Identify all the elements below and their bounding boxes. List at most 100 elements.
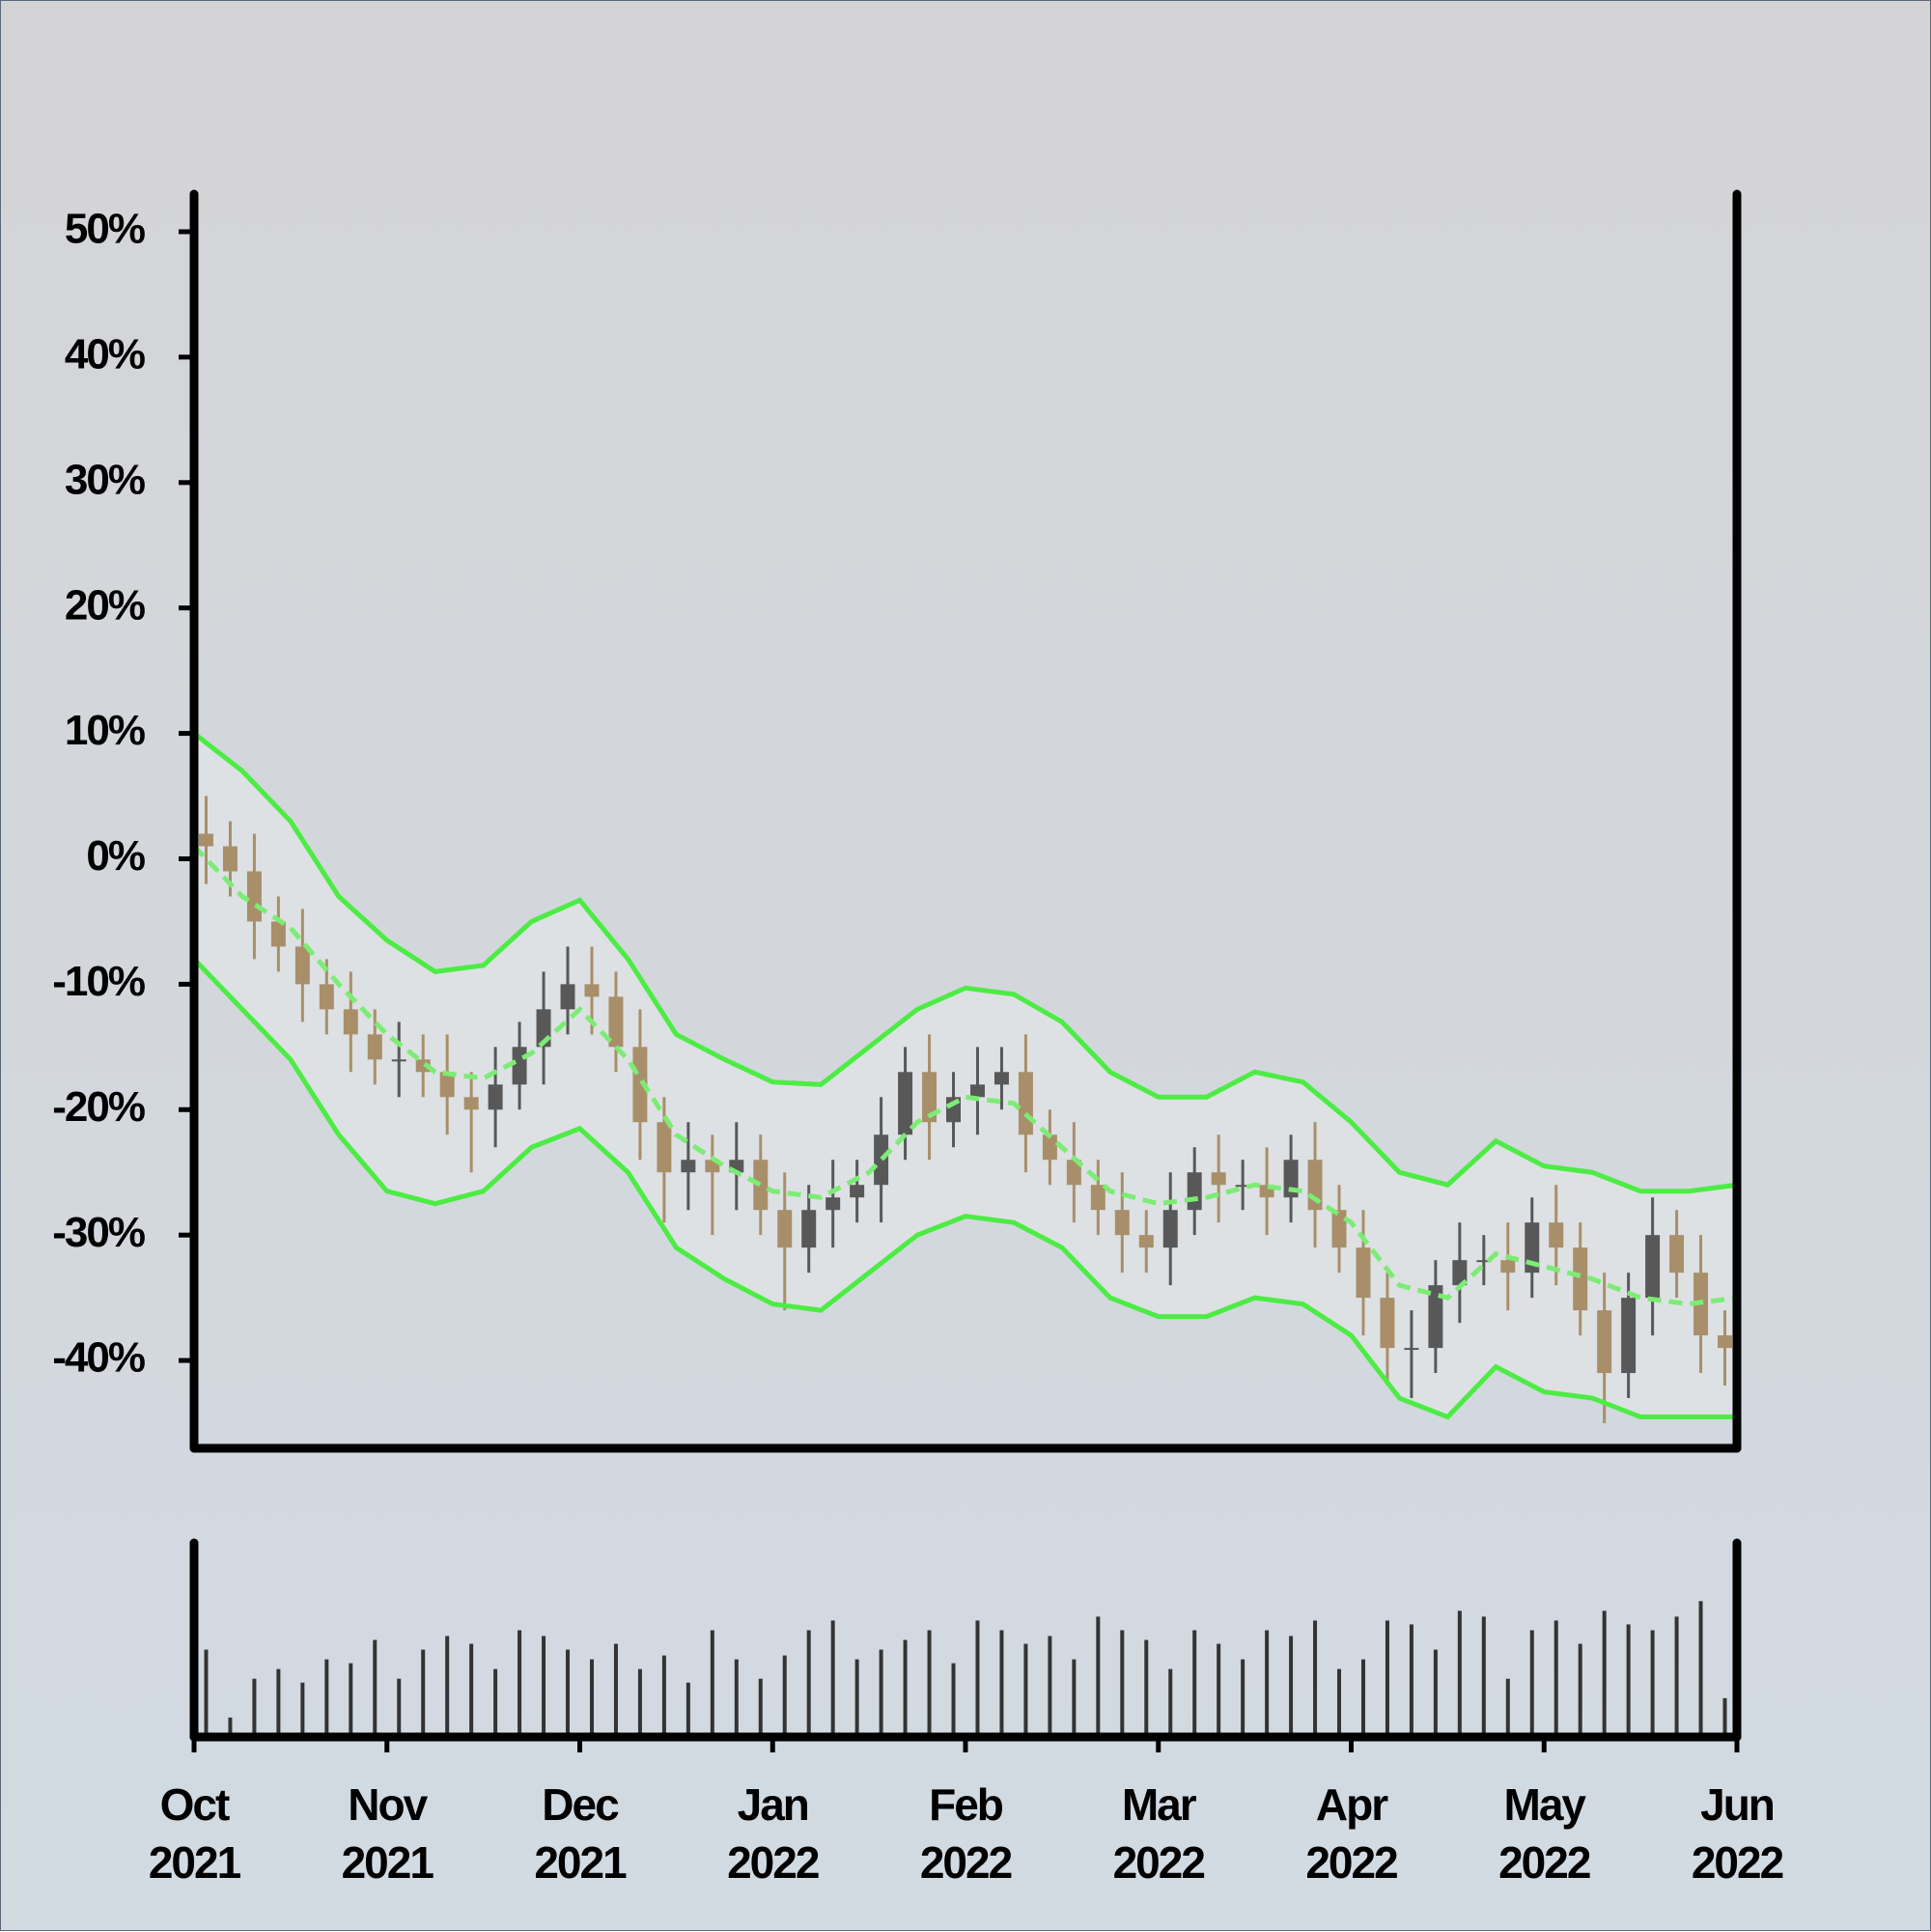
x-tick-label: Mar 2022 <box>1112 1779 1206 1888</box>
candle-body <box>801 1210 817 1248</box>
y-tick-label: -20% <box>52 1083 145 1131</box>
volume-bar <box>542 1636 546 1737</box>
candle-body <box>1307 1160 1323 1211</box>
volume-bar <box>349 1663 353 1737</box>
volume-bar <box>1698 1601 1703 1737</box>
candle-body <box>1452 1260 1468 1286</box>
y-tick-label: 50% <box>65 206 145 253</box>
y-tick-label: 10% <box>65 707 145 754</box>
candle-body <box>584 984 600 997</box>
candle-body <box>1331 1210 1347 1248</box>
volume-bar <box>1048 1636 1052 1737</box>
y-tick-label: -30% <box>52 1209 145 1256</box>
candle-body <box>826 1197 841 1211</box>
candle-body <box>874 1134 889 1186</box>
volume-bar <box>1505 1678 1510 1737</box>
candle-body <box>681 1160 696 1173</box>
candle-body <box>319 984 334 1010</box>
volume-bar <box>1409 1624 1413 1737</box>
volume-bar <box>975 1620 980 1737</box>
candle-body <box>1597 1310 1612 1374</box>
y-tick-label: -40% <box>52 1334 145 1382</box>
volume-bar <box>1360 1659 1365 1737</box>
volume-bar <box>1289 1636 1294 1737</box>
candle-body <box>1476 1260 1492 1263</box>
y-tick-label: 0% <box>86 832 144 880</box>
volume-bar <box>686 1682 690 1737</box>
volume-bar <box>1144 1639 1149 1737</box>
volume-bar <box>1217 1643 1221 1737</box>
x-tick-label: Jun 2022 <box>1691 1779 1784 1888</box>
volume-bar <box>252 1678 257 1737</box>
candle-body <box>1718 1335 1733 1349</box>
volume-bar <box>1120 1630 1125 1737</box>
candle-body <box>850 1185 865 1198</box>
candle-body <box>777 1210 793 1248</box>
volume-bar <box>445 1636 450 1737</box>
candle-body <box>343 1009 358 1035</box>
candle-body <box>1428 1285 1443 1349</box>
x-tick-label: Feb 2022 <box>919 1779 1013 1888</box>
y-tick-label: -10% <box>52 958 145 1005</box>
volume-bar <box>999 1630 1004 1737</box>
volume-bar <box>879 1649 883 1737</box>
volume-bar <box>1096 1616 1101 1737</box>
candle-body <box>439 1072 455 1098</box>
x-tick-label: Apr 2022 <box>1305 1779 1398 1888</box>
volume-bar <box>1578 1643 1582 1737</box>
candle-body <box>753 1160 769 1211</box>
y-tick-label: 40% <box>65 330 145 378</box>
candle-body <box>1404 1348 1419 1351</box>
volume-bar <box>903 1639 908 1737</box>
volume-bar <box>782 1655 787 1737</box>
volume-bar <box>806 1630 811 1737</box>
volume-bar <box>1529 1630 1534 1737</box>
candle-body <box>969 1084 985 1098</box>
volume-bar <box>637 1668 642 1737</box>
volume-bar <box>1650 1630 1655 1737</box>
candle-body <box>488 1084 503 1110</box>
volume-bar <box>1265 1630 1270 1737</box>
candle-body <box>270 921 286 947</box>
band-line <box>192 957 1737 1420</box>
volume-bar <box>1602 1610 1607 1737</box>
candle-body <box>1573 1247 1588 1311</box>
candle-body <box>898 1072 913 1135</box>
candle-body <box>560 984 575 1010</box>
volume-bar <box>830 1620 835 1737</box>
candle-body <box>1114 1210 1130 1236</box>
volume-bar <box>1674 1616 1679 1737</box>
volume-bar <box>421 1649 426 1737</box>
candle-body <box>1500 1260 1516 1274</box>
volume-bar <box>518 1630 522 1737</box>
candle-body <box>1066 1160 1081 1186</box>
band-fill <box>194 733 1737 1417</box>
candle-body <box>512 1047 527 1085</box>
candle-body <box>1042 1134 1057 1161</box>
volume-bar <box>1553 1620 1558 1737</box>
candle-body <box>294 946 310 985</box>
candle-body <box>1645 1235 1661 1299</box>
candle-body <box>463 1097 479 1110</box>
volume-bar <box>1433 1649 1438 1737</box>
band-line <box>192 844 1738 1307</box>
candle-body <box>657 1122 672 1173</box>
candle-body <box>1211 1172 1226 1186</box>
candle-body <box>1018 1072 1033 1135</box>
x-tick-label: May 2022 <box>1498 1779 1591 1888</box>
candle-body <box>1549 1222 1564 1248</box>
volume-bar <box>1385 1620 1389 1737</box>
volume-bar <box>951 1663 956 1737</box>
axes-frame <box>189 189 1742 1742</box>
candle-body <box>1235 1185 1250 1188</box>
candle-body <box>1621 1298 1637 1374</box>
volume-bar <box>204 1649 209 1737</box>
candle-body <box>1356 1247 1371 1299</box>
candle-body <box>1090 1185 1105 1211</box>
volume-bar <box>1337 1668 1342 1737</box>
volume-bar <box>1457 1610 1462 1737</box>
x-tick-label: Jan 2022 <box>727 1779 820 1888</box>
volume-bar <box>589 1659 594 1737</box>
volume-bar <box>1168 1668 1173 1737</box>
